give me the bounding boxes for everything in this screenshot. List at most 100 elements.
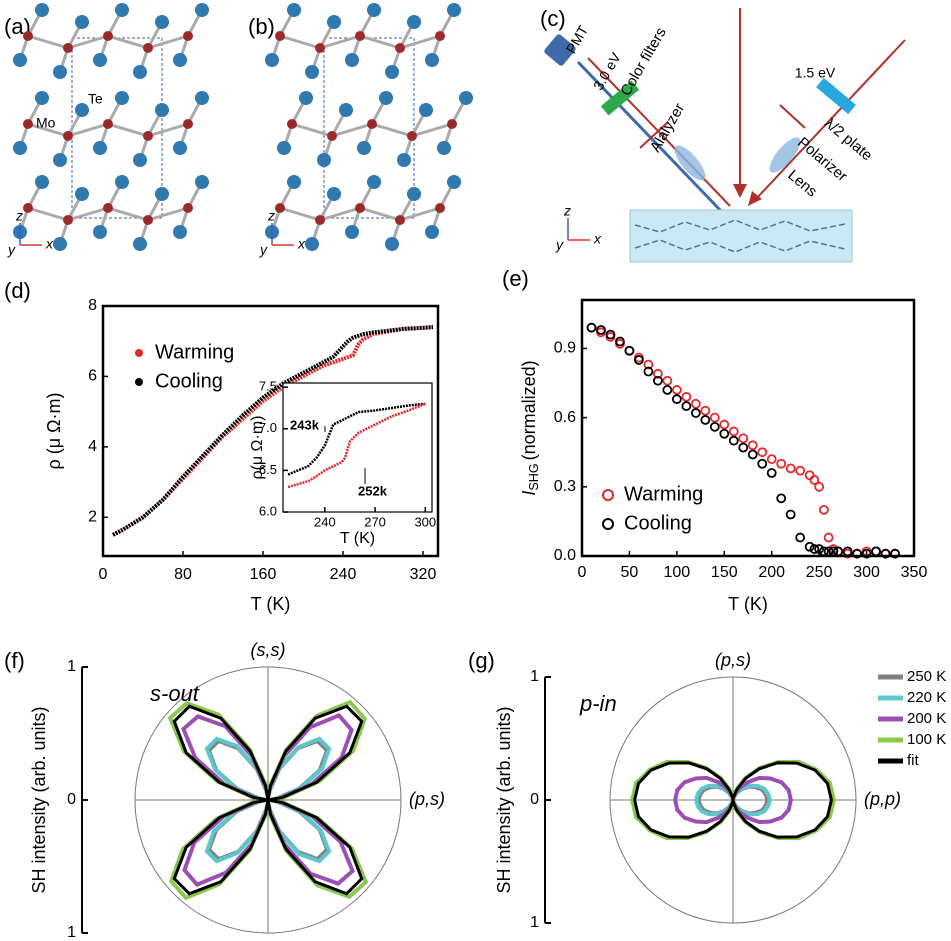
y-label-rest: (normalized) <box>519 360 539 460</box>
mo-atom <box>275 203 285 213</box>
legend-label: Warming <box>624 483 703 505</box>
te-atom <box>195 91 209 105</box>
axis-x: x <box>297 236 306 252</box>
te-atom <box>327 15 341 29</box>
te-atom <box>195 3 209 17</box>
y-axis-label: ρ(μ Ω·m) <box>249 415 266 479</box>
te-atom <box>133 153 147 167</box>
legend-label: Cooling <box>155 370 223 392</box>
axis-y: y <box>555 237 564 253</box>
mo-atom <box>103 203 113 213</box>
axis-y: y <box>7 242 16 258</box>
mo-atom <box>327 131 337 141</box>
x-tick-label: 250 <box>806 564 833 581</box>
te-atom <box>407 15 421 29</box>
x-tick-label: 270 <box>364 514 386 529</box>
te-atom <box>425 53 439 67</box>
panel-label: (f) <box>4 648 25 673</box>
atom-label: Mo <box>36 115 56 131</box>
te-atom <box>93 53 107 67</box>
y-tick-label: 0.9 <box>554 340 576 357</box>
te-atom <box>133 237 147 251</box>
te-atom <box>93 225 107 239</box>
mo-atom <box>435 31 445 41</box>
mo-atom <box>395 43 405 53</box>
figure: (a)(b)(c)(d)(e)(f)(g)zyxzyxTeMozyxPMT3.0… <box>0 0 951 941</box>
te-atom <box>397 153 411 167</box>
te-atom <box>53 237 67 251</box>
te-atom <box>287 3 301 17</box>
axis-x: x <box>593 231 602 247</box>
chart-title: s-out <box>150 681 200 706</box>
y-axis-label: ρ (μ Ω·m) <box>44 392 64 469</box>
te-atom <box>115 91 129 105</box>
te-atom <box>459 91 473 105</box>
legend-marker <box>135 378 143 386</box>
x-tick-label: 320 <box>410 566 437 583</box>
axis-x: x <box>45 236 54 252</box>
chart-title: p-in <box>579 691 617 716</box>
te-atom <box>155 15 169 29</box>
te-atom <box>35 3 49 17</box>
te-atom <box>93 141 107 155</box>
sample <box>630 210 852 262</box>
te-atom <box>265 53 279 67</box>
te-atom <box>75 103 89 117</box>
mo-atom <box>315 43 325 53</box>
mo-atom <box>183 119 193 129</box>
mo-atom <box>63 131 73 141</box>
legend-label: 250 K <box>907 668 946 685</box>
mo-atom <box>143 43 153 53</box>
te-atom <box>13 53 27 67</box>
x-tick-label: 300 <box>853 564 880 581</box>
mo-atom <box>367 119 377 129</box>
x-tick-label: 240 <box>330 566 357 583</box>
setup-label: 1.5 eV <box>795 65 836 81</box>
te-atom <box>173 225 187 239</box>
te-atom <box>287 175 301 189</box>
x-tick-label: 50 <box>621 564 639 581</box>
mo-atom <box>275 31 285 41</box>
te-atom <box>385 237 399 251</box>
x-tick-label: 0 <box>99 566 108 583</box>
mo-atom <box>63 215 73 225</box>
mo-atom <box>63 43 73 53</box>
panel-label: (e) <box>502 266 529 291</box>
te-atom <box>317 153 331 167</box>
te-atom <box>13 141 27 155</box>
y-tick-label: 0.3 <box>554 478 576 495</box>
te-atom <box>367 175 381 189</box>
y-tick-label: 1 <box>530 668 539 685</box>
mo-atom <box>407 131 417 141</box>
angle-label: (p,s) <box>409 789 445 809</box>
te-atom <box>155 187 169 201</box>
te-atom <box>53 65 67 79</box>
te-atom <box>277 141 291 155</box>
te-atom <box>53 153 67 167</box>
te-atom <box>407 187 421 201</box>
x-tick-label: 80 <box>174 566 192 583</box>
x-tick-label: 350 <box>901 564 928 581</box>
mo-atom <box>355 31 365 41</box>
te-atom <box>345 225 359 239</box>
annotation: 243k <box>290 417 320 432</box>
y-tick-label: 0.0 <box>554 547 576 564</box>
angle-label: (p,s) <box>715 650 751 670</box>
te-atom <box>305 65 319 79</box>
te-atom <box>75 187 89 201</box>
mo-atom <box>287 119 297 129</box>
mo-atom <box>315 215 325 225</box>
panel-label: (g) <box>468 648 495 673</box>
mo-atom <box>23 203 33 213</box>
axis-z: z <box>267 208 275 224</box>
te-atom <box>75 15 89 29</box>
x-axis-label: T (K) <box>251 594 291 614</box>
te-atom <box>437 141 451 155</box>
te-atom <box>357 141 371 155</box>
y-tick-label: 1 <box>530 914 539 931</box>
te-atom <box>379 91 393 105</box>
te-atom <box>447 3 461 17</box>
mo-atom <box>23 119 33 129</box>
te-atom <box>419 103 433 117</box>
y-tick-label: 4 <box>88 438 97 455</box>
